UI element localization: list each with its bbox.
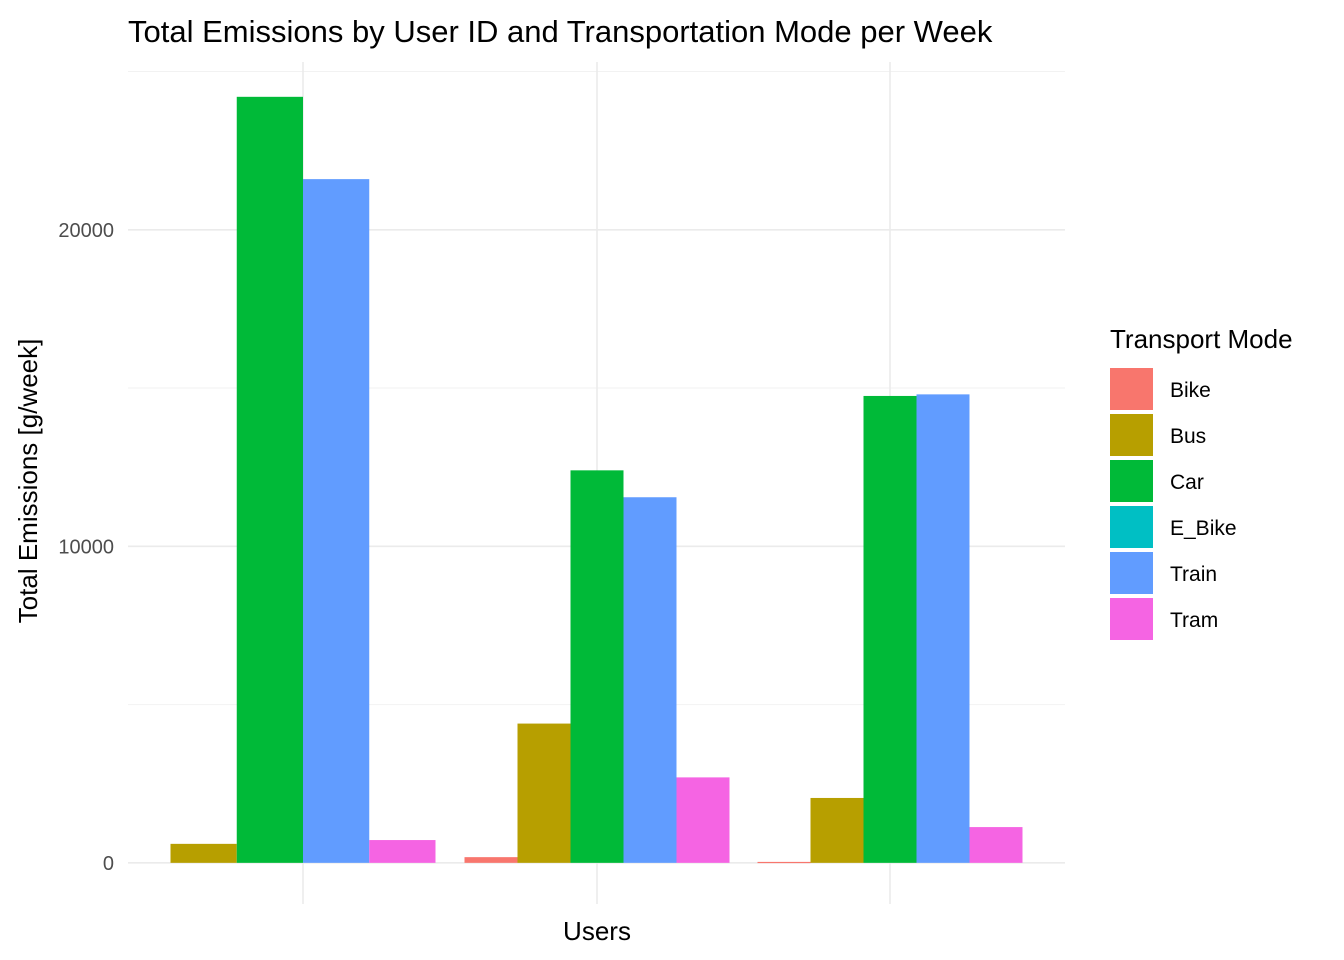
legend: Transport Mode Bike Bus Car E_Bike Train Tram [1110,324,1293,640]
bar-tram [969,827,1023,863]
legend-key-e-bike [1110,506,1153,548]
legend-label: Bus [1170,425,1206,448]
legend-key-train [1110,552,1153,594]
legend-label: Tram [1170,609,1218,632]
bar-tram [676,777,730,863]
y-tick-label: 20000 [58,220,114,242]
bar-train [916,394,970,863]
bar-bus [517,723,571,863]
bars [170,96,1023,864]
y-tick-label: 10000 [58,536,114,558]
legend-label: Car [1170,471,1204,494]
legend-label: Bike [1170,379,1211,402]
bar-train [303,179,370,863]
chart-title: Total Emissions by User ID and Transport… [128,14,993,49]
bar-tram [369,840,436,863]
legend-key-car [1110,460,1153,502]
bar-car [863,395,917,863]
legend-label: E_Bike [1170,517,1237,540]
bar-bus [170,843,237,863]
legend-title: Transport Mode [1110,324,1293,354]
y-tick-labels: 0 10000 20000 [58,220,114,875]
y-tick-label: 0 [103,853,114,875]
legend-key-tram [1110,598,1153,640]
legend-label: Train [1170,563,1217,586]
bar-car [570,470,624,863]
bar-bus [810,797,864,863]
x-axis-title: Users [563,916,631,946]
legend-key-bike [1110,368,1153,410]
legend-key-bus [1110,414,1153,456]
bar-car [236,96,303,863]
y-axis-title: Total Emissions [g/week] [13,339,43,624]
bar-train [623,497,677,863]
bar-bike [757,861,811,864]
bar-bike [464,857,518,863]
